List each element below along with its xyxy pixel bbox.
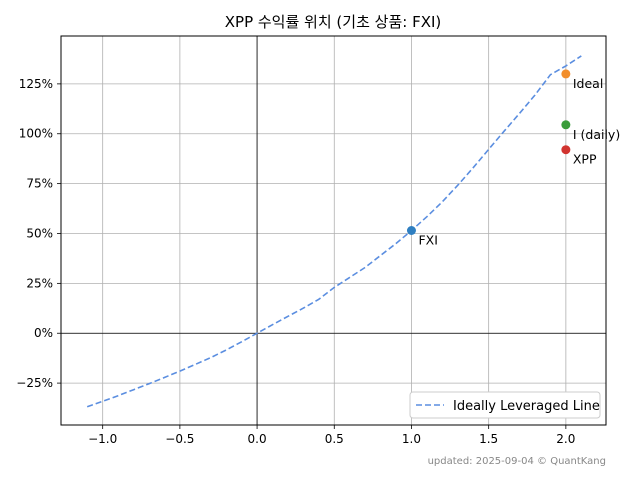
plot-frame [60,35,607,426]
x-tick-label: −0.5 [165,432,194,446]
y-tick-label: 75% [26,177,53,191]
x-tick-label: 0.5 [325,432,344,446]
legend: Ideally Leveraged Line [409,391,601,419]
x-tick-label: −1.0 [88,432,117,446]
legend-label: Ideally Leveraged Line [453,399,600,414]
y-tick-label: 50% [26,226,53,240]
y-tick-label: −25% [16,376,53,390]
y-tick-label: 0% [34,326,53,340]
legend-box [409,391,601,419]
y-tick-label: 125% [19,77,53,91]
point-label-i-daily: I (daily) [573,127,620,142]
x-tick-label: 1.0 [402,432,421,446]
ideal-leveraged-line [86,55,582,408]
point-label-fxi: FXI [418,233,437,248]
footnote: updated: 2025-09-04 © QuantKang [428,456,606,467]
y-tick-label: 25% [26,276,53,290]
data-points: FXI Ideal I (daily) XPP [406,69,620,248]
point-i-daily [561,120,571,130]
x-tick-label: 1.5 [479,432,498,446]
y-tick-label: 100% [19,127,53,141]
point-xpp [561,145,571,155]
chart-title: XPP 수익률 위치 (기초 상품: FXI) [225,13,442,31]
x-tick-label: 2.0 [556,432,575,446]
axes: −1.0 −0.5 0.0 0.5 1.0 1.5 2.0 −25% 0% 25% 50% 75% 10… [16,36,606,446]
point-label-ideal: Ideal [573,76,603,91]
ideal-curve-layer [86,55,582,408]
x-tick-label: 0.0 [248,432,267,446]
point-label-xpp: XPP [573,152,597,167]
point-ideal [561,69,571,79]
point-fxi [406,226,416,235]
